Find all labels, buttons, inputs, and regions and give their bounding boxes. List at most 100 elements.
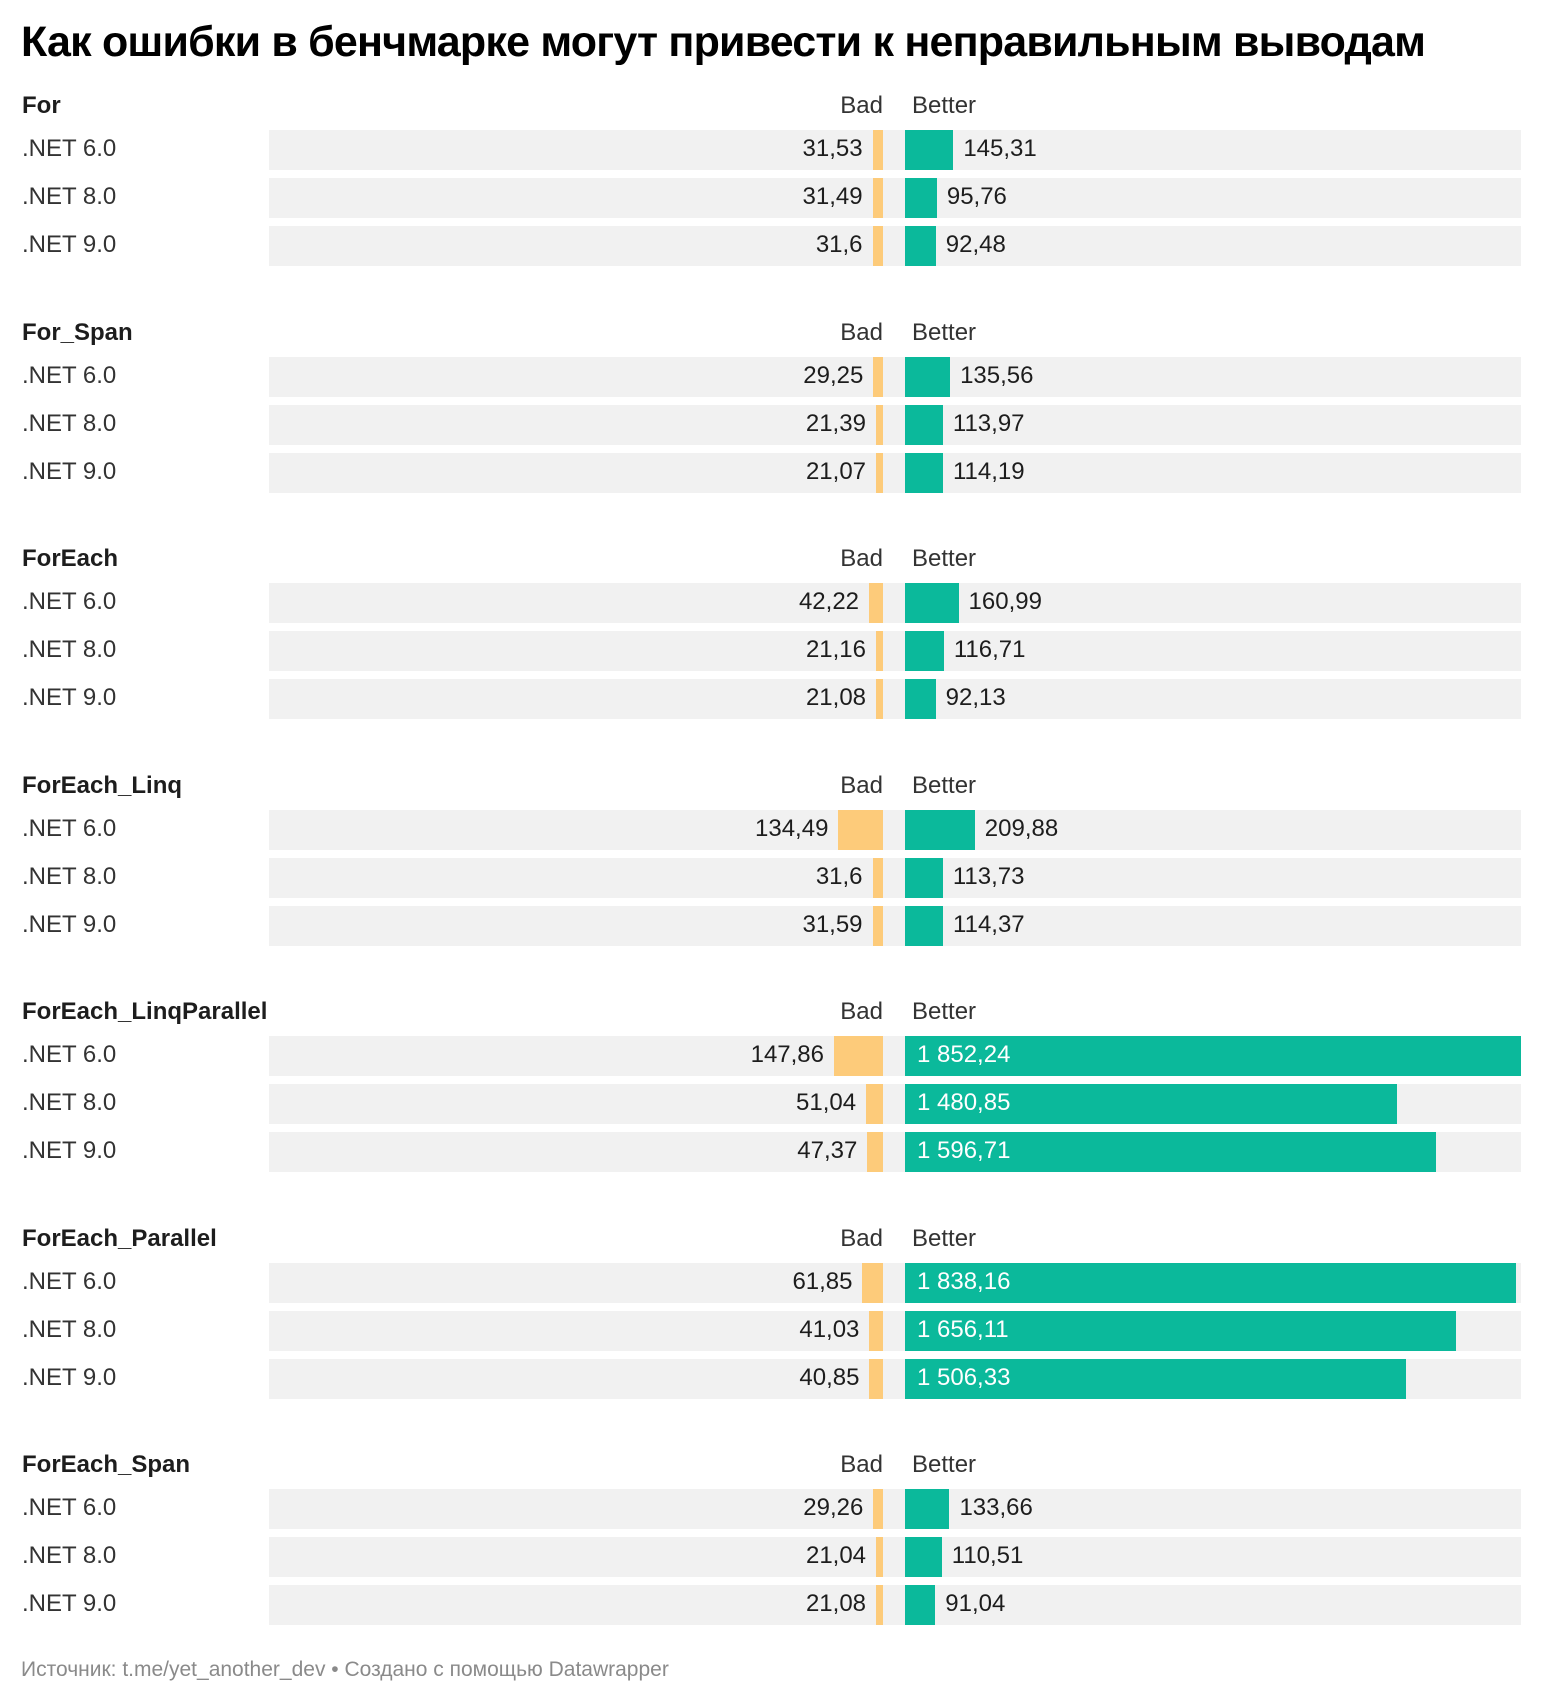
- value-label-better: 95,76: [946, 183, 1007, 211]
- row-label: .NET 6.0: [22, 135, 117, 162]
- value-label-bad: 31,49: [802, 183, 863, 211]
- value-label-bad: 21,08: [805, 1590, 867, 1618]
- bar-bad: [876, 452, 883, 493]
- value-label-better: 116,71: [953, 636, 1026, 664]
- row-background: [269, 809, 1521, 850]
- bar-better: [905, 1358, 1406, 1399]
- bar-bad: [866, 1084, 883, 1125]
- value-label-better: 92,48: [945, 231, 1006, 259]
- value-label-bad: 42,22: [798, 588, 860, 615]
- row-background: [269, 631, 1521, 672]
- value-label-better: 1 596,71: [917, 1137, 1011, 1165]
- group-title: ForEach_Span: [22, 1451, 191, 1478]
- bar-bad: [872, 226, 883, 267]
- row-label: .NET 9.0: [22, 1590, 117, 1618]
- value-label-bad: 21,08: [805, 684, 867, 712]
- bar-better: [905, 679, 936, 720]
- column-header-better: Better: [912, 318, 977, 346]
- value-label-better: 145,31: [963, 135, 1037, 162]
- bar-bad: [872, 178, 883, 219]
- bar-better: [905, 1084, 1398, 1125]
- bar-better: [905, 1036, 1521, 1076]
- value-label-bad: 47,37: [797, 1137, 858, 1165]
- value-label-better: 114,37: [953, 910, 1025, 938]
- value-label-better: 1 656,11: [917, 1315, 1009, 1343]
- bar-better: [905, 1132, 1437, 1173]
- bar-better: [905, 857, 943, 898]
- value-label-better: 110,51: [951, 1542, 1024, 1570]
- value-label-better: 1 506,33: [917, 1363, 1011, 1391]
- bar-bad: [872, 857, 883, 898]
- value-label-better: 92,13: [945, 684, 1006, 712]
- row-label: .NET 6.0: [22, 1041, 117, 1068]
- bar-better: [905, 226, 936, 267]
- bar-bad: [833, 1036, 883, 1076]
- group-title: ForEach_Linq: [22, 771, 183, 799]
- value-label-bad: 21,39: [805, 409, 866, 437]
- row-label: .NET 9.0: [22, 1137, 117, 1165]
- column-header-bad: Bad: [840, 318, 883, 346]
- row-label: .NET 9.0: [22, 910, 117, 938]
- column-header-better: Better: [912, 92, 977, 119]
- value-label-bad: 134,49: [755, 814, 829, 842]
- row-label: .NET 8.0: [22, 1315, 117, 1343]
- value-label-bad: 29,25: [803, 361, 864, 389]
- chart-footer: Источник: t.me/yet_another_dev • Создано…: [21, 1658, 669, 1681]
- row-background: [269, 583, 1521, 623]
- bar-bad: [875, 404, 883, 445]
- bar-bad: [873, 356, 883, 397]
- row-background: [269, 130, 1521, 170]
- bar-bad: [876, 679, 883, 720]
- column-header-bad: Bad: [840, 1224, 883, 1252]
- row-label: .NET 9.0: [22, 231, 117, 259]
- bar-bad: [875, 631, 883, 672]
- bar-better: [905, 130, 954, 170]
- row-label: .NET 8.0: [22, 409, 117, 437]
- bar-better: [905, 1310, 1456, 1351]
- row-label: .NET 8.0: [22, 636, 117, 664]
- bar-bad: [869, 1310, 883, 1351]
- row-label: .NET 8.0: [22, 1089, 117, 1117]
- bar-better: [905, 905, 944, 946]
- chart-title: Как ошибки в бенчмарке могут привести к …: [21, 18, 1426, 66]
- row-background: [269, 1585, 1521, 1626]
- value-label-better: 1 480,85: [917, 1089, 1011, 1117]
- bar-better: [905, 356, 951, 397]
- row-label: .NET 8.0: [22, 862, 117, 890]
- row-label: .NET 6.0: [22, 588, 117, 615]
- row-background: [269, 905, 1521, 946]
- bar-better: [905, 452, 943, 493]
- value-label-bad: 31,6: [815, 231, 863, 259]
- column-header-bad: Bad: [840, 771, 883, 799]
- bar-bad: [872, 905, 883, 946]
- bar-better: [905, 1537, 942, 1578]
- bar-bad: [867, 1132, 883, 1173]
- row-label: .NET 6.0: [22, 1494, 117, 1521]
- bar-bad: [869, 1358, 883, 1399]
- row-label: .NET 9.0: [22, 684, 117, 712]
- value-label-bad: 31,53: [802, 135, 863, 162]
- group-title: ForEach: [22, 545, 119, 572]
- row-label: .NET 8.0: [22, 1542, 117, 1570]
- row-label: .NET 6.0: [22, 361, 117, 389]
- value-label-better: 113,97: [952, 409, 1025, 437]
- bar-bad: [873, 1489, 883, 1529]
- row-label: .NET 9.0: [22, 457, 117, 485]
- row-background: [269, 404, 1521, 445]
- bar-better: [905, 1489, 950, 1529]
- row-background: [269, 679, 1521, 720]
- row-background: [269, 1537, 1521, 1578]
- bar-bad: [876, 1537, 883, 1578]
- column-header-better: Better: [912, 998, 977, 1025]
- value-label-better: 135,56: [960, 361, 1034, 389]
- row-background: [269, 226, 1521, 267]
- value-label-better: 160,99: [968, 588, 1042, 615]
- bar-better: [905, 809, 975, 850]
- row-label: .NET 6.0: [22, 1267, 117, 1295]
- column-header-better: Better: [912, 1451, 977, 1478]
- bar-bad: [838, 809, 883, 850]
- column-header-bad: Bad: [840, 545, 883, 572]
- value-label-bad: 31,6: [815, 862, 863, 890]
- column-header-better: Better: [912, 545, 977, 572]
- value-label-bad: 21,16: [805, 636, 866, 664]
